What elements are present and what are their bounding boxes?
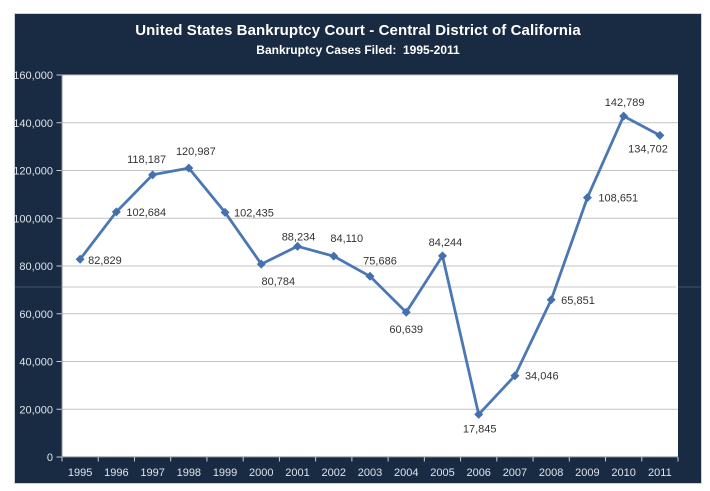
y-axis-tick-label: 160,000 bbox=[13, 70, 53, 82]
data-point-label: 34,046 bbox=[525, 371, 559, 383]
x-axis-tick-label: 2004 bbox=[394, 467, 418, 479]
x-axis-tick-label: 2009 bbox=[575, 467, 599, 479]
x-axis-tick-label: 1997 bbox=[140, 467, 164, 479]
data-point-label: 120,987 bbox=[176, 146, 216, 158]
x-axis-tick-label: 1999 bbox=[213, 467, 237, 479]
data-point-marker bbox=[75, 254, 85, 264]
x-axis-tick-label: 2007 bbox=[503, 467, 527, 479]
data-point-marker bbox=[148, 170, 158, 180]
data-point-label: 17,845 bbox=[463, 423, 497, 435]
data-point-marker bbox=[619, 111, 629, 121]
data-point-label: 88,234 bbox=[282, 231, 316, 243]
y-axis-tick-label: 60,000 bbox=[19, 309, 53, 321]
data-point-marker bbox=[582, 193, 592, 203]
chart-title: United States Bankruptcy Court - Central… bbox=[135, 22, 581, 39]
x-axis-tick-label: 1998 bbox=[177, 467, 201, 479]
x-axis-tick-label: 2003 bbox=[358, 467, 382, 479]
data-point-label: 84,110 bbox=[330, 233, 363, 245]
data-point-label: 102,435 bbox=[234, 207, 274, 219]
data-point-label: 118,187 bbox=[127, 154, 166, 166]
data-point-marker bbox=[437, 251, 447, 261]
y-axis-tick-label: 100,000 bbox=[13, 213, 53, 225]
x-axis-tick-label: 2000 bbox=[249, 467, 273, 479]
y-axis-tick-label: 20,000 bbox=[19, 404, 53, 416]
y-axis-tick-label: 120,000 bbox=[13, 166, 53, 178]
x-axis-tick-label: 2008 bbox=[539, 467, 563, 479]
data-point-label: 80,784 bbox=[261, 276, 295, 288]
y-axis-tick-label: 140,000 bbox=[13, 118, 53, 130]
x-axis-tick-label: 1995 bbox=[68, 467, 92, 479]
data-point-label: 60,639 bbox=[389, 324, 423, 336]
data-point-label: 134,702 bbox=[628, 143, 668, 155]
data-point-marker bbox=[184, 163, 194, 173]
data-point-marker bbox=[510, 371, 520, 381]
data-point-marker bbox=[256, 259, 266, 269]
x-axis-tick-label: 1996 bbox=[104, 467, 128, 479]
x-axis-tick-label: 2006 bbox=[466, 467, 490, 479]
data-point-marker bbox=[293, 241, 303, 251]
data-point-label: 108,651 bbox=[598, 193, 638, 205]
data-point-marker bbox=[655, 130, 665, 140]
x-axis-tick-label: 2001 bbox=[285, 467, 309, 479]
data-point-marker bbox=[546, 295, 556, 305]
data-point-marker bbox=[474, 409, 484, 419]
data-point-marker bbox=[329, 251, 339, 261]
x-axis-tick-label: 2002 bbox=[322, 467, 346, 479]
data-point-marker bbox=[401, 307, 411, 317]
x-axis-tick-label: 2005 bbox=[430, 467, 454, 479]
data-point-marker bbox=[111, 207, 121, 217]
data-point-marker bbox=[365, 271, 375, 281]
data-point-label: 84,244 bbox=[429, 237, 463, 249]
data-point-label: 82,829 bbox=[88, 255, 122, 267]
y-axis-tick-label: 40,000 bbox=[19, 357, 53, 369]
data-point-label: 142,789 bbox=[605, 97, 645, 109]
data-point-label: 65,851 bbox=[561, 295, 595, 307]
data-point-label: 75,686 bbox=[363, 255, 397, 267]
chart-subtitle: Bankruptcy Cases Filed: 1995-2011 bbox=[256, 43, 460, 57]
x-axis-tick-label: 2010 bbox=[611, 467, 635, 479]
x-axis-tick-label: 2011 bbox=[648, 467, 672, 479]
data-point-label: 102,684 bbox=[126, 207, 166, 219]
y-axis-tick-label: 0 bbox=[47, 452, 53, 464]
data-point-marker bbox=[220, 207, 230, 217]
y-axis-tick-label: 80,000 bbox=[19, 261, 53, 273]
